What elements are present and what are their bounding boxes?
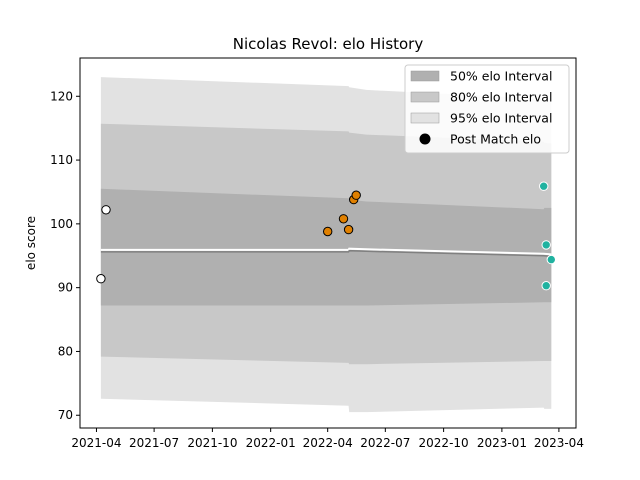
post-match-point-5 [343,224,354,235]
legend-label-2: 80% elo Interval [450,90,552,105]
legend-label-3: 95% elo Interval [450,111,552,126]
post-match-point-1 [96,274,106,284]
mean-line [100,249,552,258]
mean-line-highlight [100,247,552,256]
x-tick-label-2023-01: 2023-01 [477,436,527,450]
post-match-point-9 [541,240,551,250]
x-tick-label-2022-10: 2022-10 [419,436,469,450]
x-tick-label-2022-01: 2022-01 [246,436,296,450]
post-match-point-11 [546,254,556,265]
interval-bands [100,77,552,413]
band-50pct [100,188,552,306]
legend-label-1: 50% elo Interval [450,69,552,84]
x-tick-label-2021-07: 2021-07 [129,436,179,450]
x-tick-label-2021-04: 2021-04 [71,436,121,450]
post-match-point-2 [101,205,111,215]
axes: 70 80 90 100 110 120 2021-04 2021-07 2021-10 2022… [50,57,584,450]
y-tick-label-80: 80 [58,344,73,358]
post-match-point-10 [541,281,551,291]
legend-swatch-3 [410,112,440,124]
legend-swatch-1 [410,70,440,82]
legend-label-4: Post Match elo [450,132,541,147]
y-tick-label-90: 90 [58,281,73,295]
mean-elo-line [100,247,552,258]
y-axis-label: elo score [24,216,38,270]
y-tick-label-120: 120 [50,89,73,103]
legend: 50% elo Interval 80% elo Interval 95% elo … [404,64,570,154]
legend-swatch-2 [410,91,440,103]
legend-marker-4 [419,133,431,145]
post-match-point-8 [539,181,549,191]
x-tick-label-2021-10: 2021-10 [187,436,237,450]
y-tick-label-110: 110 [50,153,73,167]
post-match-point-4 [338,214,349,224]
plot-area [96,77,556,413]
post-match-point-3 [323,226,333,237]
y-tick-label-100: 100 [50,217,73,231]
x-tick-label-2022-04: 2022-04 [303,436,353,450]
x-tick-label-2022-07: 2022-07 [360,436,410,450]
post-match-point-7 [351,190,361,200]
post-match-points [96,181,556,291]
legend-box [404,64,570,154]
x-tick-label-2023-04: 2023-04 [534,436,584,450]
y-tick-label-70: 70 [58,408,73,422]
chart-title: Nicolas Revol: elo History [233,35,424,53]
